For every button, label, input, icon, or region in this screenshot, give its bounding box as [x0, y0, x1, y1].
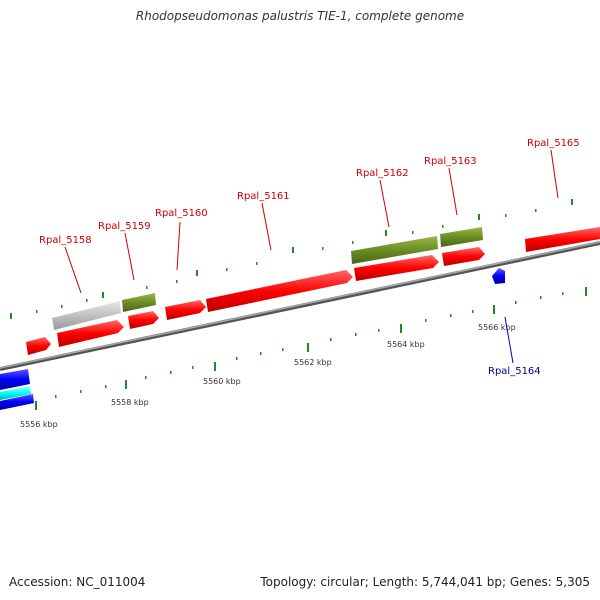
tick-labels: 5556 kbp 5558 kbp 5560 kbp 5562 kbp 5564… — [20, 323, 516, 429]
forward-gene-feature — [354, 255, 439, 281]
tick-label-5558: 5558 kbp — [111, 398, 149, 407]
inner-tick-ring — [35, 287, 587, 410]
tick-label-5562: 5562 kbp — [294, 358, 332, 367]
forward-gene-feature — [165, 300, 206, 320]
map-title: Rhodopseudomonas palustris TIE-1, comple… — [135, 9, 465, 23]
gene-label: Rpal_5158 — [39, 235, 92, 246]
reverse-gene-feature — [492, 268, 505, 284]
tick-label-5556: 5556 kbp — [20, 420, 58, 429]
forward-gene-feature — [128, 311, 159, 329]
tick-label-5564: 5564 kbp — [387, 340, 425, 349]
rna-gene-feature — [351, 236, 438, 264]
gene-label: Rpal_5159 — [98, 221, 151, 232]
reverse-gene-feature — [0, 369, 30, 390]
rna-gene-feature — [440, 227, 483, 247]
gene-label: Rpal_5162 — [356, 168, 409, 179]
tick-label-5560: 5560 kbp — [203, 377, 241, 386]
gene-label: Rpal_5165 — [527, 138, 580, 149]
gene-label: Rpal_5164 — [488, 366, 541, 377]
gene-label: Rpal_5160 — [155, 208, 208, 219]
reverse-gene-feature — [0, 394, 34, 410]
pseudo-gene-feature — [52, 301, 121, 330]
label-leader-lines — [64, 149, 559, 364]
gene-labels: Rpal_5158 Rpal_5159 Rpal_5160 Rpal_5161 … — [39, 138, 580, 377]
forward-gene-feature — [442, 247, 485, 266]
forward-gene-feature — [26, 337, 51, 355]
gene-label: Rpal_5163 — [424, 156, 477, 167]
forward-gene-feature — [206, 270, 353, 312]
accession-label: Accession: NC_011004 — [9, 575, 146, 589]
highlight-gene-feature — [0, 386, 31, 400]
gene-label: Rpal_5161 — [237, 191, 290, 202]
genome-summary-label: Topology: circular; Length: 5,744,041 bp… — [260, 575, 590, 589]
forward-gene-feature — [525, 227, 600, 252]
tick-label-5566: 5566 kbp — [478, 323, 516, 332]
forward-gene-feature — [57, 320, 124, 347]
genome-backbone — [0, 241, 600, 371]
rna-gene-feature — [122, 293, 156, 312]
outer-tick-ring — [10, 199, 573, 319]
gene-features — [0, 227, 600, 410]
